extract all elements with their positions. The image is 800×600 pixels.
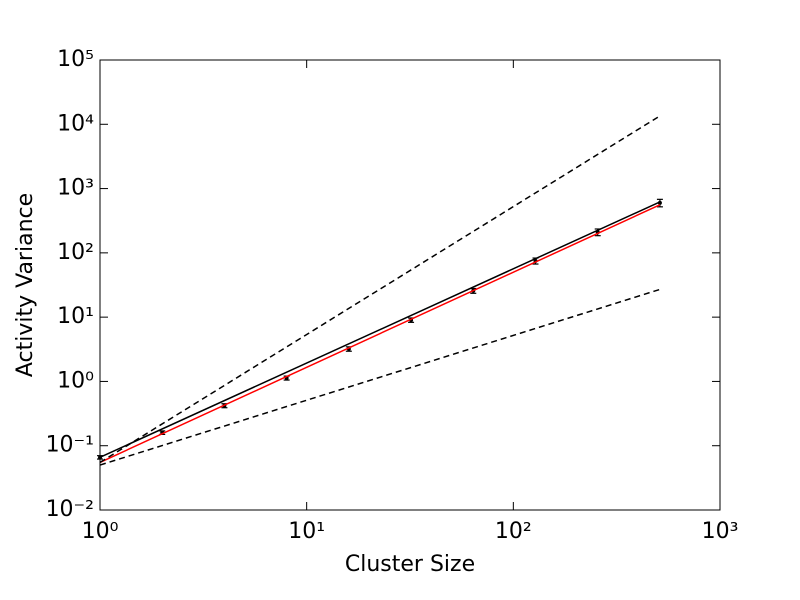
x-tick-label: 10¹ [288,519,325,544]
y-tick-label: 10⁻² [46,497,94,522]
fit-line [99,201,661,458]
x-tick-label: 10² [495,519,532,544]
x-axis-label: Cluster Size [345,552,475,577]
fit-line [99,204,661,464]
plot-frame [99,59,721,511]
y-tick-label: 10⁰ [57,368,94,393]
x-tick-label: 10³ [702,519,739,544]
x-tick-label: 10⁰ [82,519,119,544]
y-tick-label: 10¹ [57,304,94,329]
fit-line [99,288,661,466]
y-tick-label: 10² [57,240,94,265]
y-tick-label: 10³ [57,176,94,201]
y-axis-label: Activity Variance [13,193,38,377]
y-tick-label: 10⁵ [57,47,94,72]
y-tick-label: 10⁴ [57,111,94,136]
y-tick-label: 10⁻¹ [46,433,94,458]
